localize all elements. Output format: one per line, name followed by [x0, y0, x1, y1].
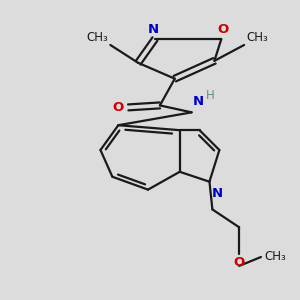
Text: CH₃: CH₃: [264, 250, 286, 263]
Text: N: N: [212, 187, 223, 200]
Text: CH₃: CH₃: [246, 31, 268, 44]
Text: O: O: [218, 23, 229, 36]
Text: O: O: [233, 256, 245, 269]
Text: H: H: [206, 89, 214, 102]
Text: O: O: [112, 101, 123, 114]
Text: N: N: [193, 95, 204, 108]
Text: CH₃: CH₃: [87, 31, 108, 44]
Text: N: N: [147, 23, 158, 36]
